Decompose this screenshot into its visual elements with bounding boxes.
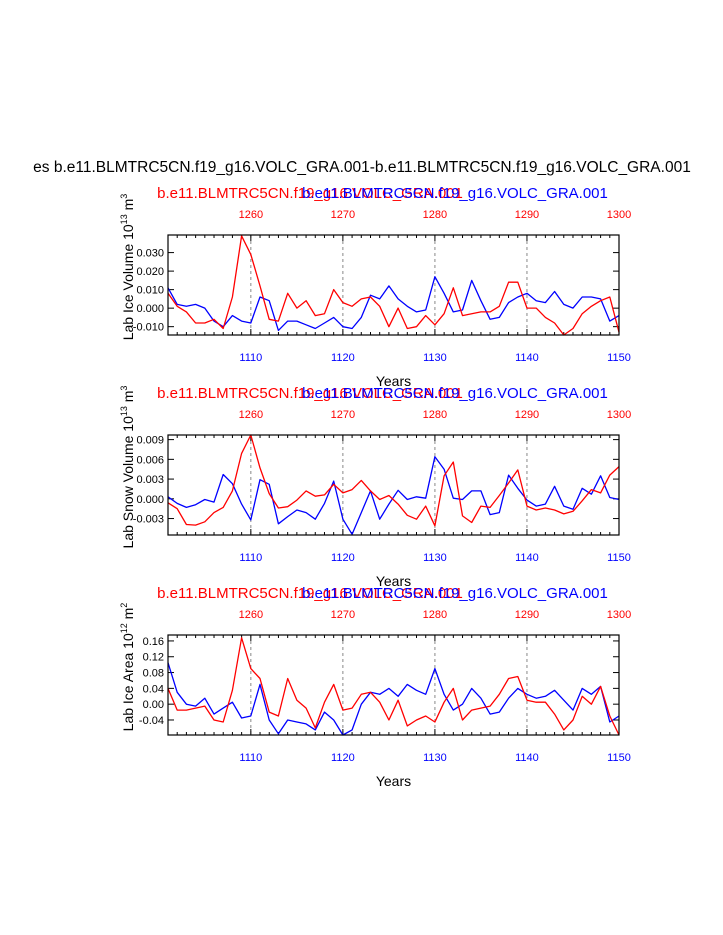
- x-tick-label-top: 1300: [607, 409, 631, 421]
- plot-frame: [167, 234, 620, 336]
- x-tick-label-bottom: 1150: [607, 352, 631, 364]
- x-tick-label-bottom: 1120: [331, 352, 355, 364]
- y-axis-label-exponent: 12: [119, 623, 129, 633]
- y-tick-label: 0.003: [136, 474, 164, 486]
- y-tick-label: 0.16: [143, 636, 164, 648]
- x-tick-label-bottom: 1130: [423, 352, 447, 364]
- y-tick-label: 0.000: [136, 303, 164, 315]
- plot-frame: [167, 634, 620, 736]
- y-axis-label: Lab Ice Area 1012 m2: [119, 603, 136, 732]
- x-tick-label-top: 1290: [515, 409, 539, 421]
- x-axis-label: Years: [376, 573, 411, 589]
- panel-1: -0.010 0.000 0.010 0.020 0.030 1110 1120 1130 11…: [119, 185, 631, 389]
- x-tick-label-bottom: 1120: [331, 552, 355, 564]
- y-tick-label: 0.04: [143, 683, 164, 695]
- y-tick-label: -0.010: [133, 322, 164, 334]
- y-tick-label: 0.000: [136, 494, 164, 506]
- y-axis-label-text: m: [120, 608, 136, 624]
- x-tick-label-top: 1300: [607, 209, 631, 221]
- y-axis-label-exponent: 3: [119, 194, 129, 199]
- y-tick-label: 0.08: [143, 668, 164, 680]
- x-tick-label-bottom: 1110: [239, 552, 262, 564]
- x-tick-label-bottom: 1150: [607, 552, 631, 564]
- panel-2: -0.003 0.000 0.003 0.006 0.009 1110 1120 1130 11…: [119, 385, 631, 589]
- x-tick-label-bottom: 1110: [239, 352, 262, 364]
- y-tick-label: 0.010: [136, 285, 164, 297]
- y-tick-label: 0.030: [136, 248, 164, 260]
- series-line-top-axis: [167, 235, 620, 336]
- x-axis-label: Years: [376, 773, 411, 789]
- panel-title-blue: b.e11.BLMTRC5CN.f19_g16.VOLC_GRA.001: [302, 585, 608, 602]
- x-tick-label-bottom: 1140: [515, 752, 539, 764]
- y-tick-label: -0.003: [133, 514, 164, 526]
- y-axis-label-text: Lab Ice Area 10: [120, 633, 136, 731]
- y-axis-label-text: Lab Snow Volume 10: [120, 416, 136, 549]
- x-tick-label-top: 1290: [515, 609, 539, 621]
- x-tick-label-bottom: 1110: [239, 752, 262, 764]
- panel-title-blue: b.e11.BLMTRC5CN.f19_g16.VOLC_GRA.001: [302, 185, 608, 202]
- x-tick-label-top: 1270: [331, 209, 355, 221]
- series-line-bottom-axis: [167, 662, 620, 736]
- series-line-bottom-axis: [167, 276, 620, 332]
- x-tick-label-top: 1260: [239, 209, 263, 221]
- x-tick-label-bottom: 1140: [515, 552, 539, 564]
- x-tick-label-top: 1280: [423, 609, 447, 621]
- y-tick-label: -0.04: [139, 715, 164, 727]
- y-tick-label: 0.00: [143, 699, 164, 711]
- y-axis-label: Lab Snow Volume 1013 m3: [119, 386, 136, 549]
- series-line-top-axis: [167, 637, 620, 736]
- panel-title-red: b.e11.BLMTRC5CN.f19_g16.VOLC_GRA.001: [157, 585, 463, 602]
- y-axis-label-exponent: 3: [119, 386, 129, 391]
- y-tick-label: 0.006: [136, 454, 164, 466]
- y-axis-label-exponent: 2: [119, 603, 129, 608]
- x-tick-label-top: 1260: [239, 409, 263, 421]
- x-tick-label-top: 1290: [515, 209, 539, 221]
- x-tick-label-bottom: 1120: [331, 752, 355, 764]
- x-axis-label: Years: [376, 373, 411, 389]
- x-tick-label-top: 1270: [331, 409, 355, 421]
- x-tick-label-bottom: 1150: [607, 752, 631, 764]
- y-axis-label: Lab Ice Volume 1013 m3: [119, 194, 136, 341]
- x-tick-label-bottom: 1130: [423, 552, 447, 564]
- y-axis-label-exponent: 13: [119, 214, 129, 224]
- x-tick-label-bottom: 1140: [515, 352, 539, 364]
- x-tick-label-top: 1270: [331, 609, 355, 621]
- y-axis-label-exponent: 13: [119, 406, 129, 416]
- panel-title-red: b.e11.BLMTRC5CN.f19_g16.VOLC_GRA.001: [157, 385, 463, 402]
- y-axis-label-text: m: [120, 199, 136, 215]
- y-tick-label: 0.009: [136, 435, 164, 447]
- y-tick-label: 0.020: [136, 266, 164, 278]
- x-tick-label-top: 1280: [423, 209, 447, 221]
- panel-title-red: b.e11.BLMTRC5CN.f19_g16.VOLC_GRA.001: [157, 185, 463, 202]
- series-line-bottom-axis: [167, 456, 620, 535]
- x-tick-label-top: 1260: [239, 609, 263, 621]
- y-axis-label-text: Lab Ice Volume 10: [120, 224, 136, 340]
- y-axis-label-text: m: [120, 391, 136, 407]
- panel-3: -0.04 0.00 0.04 0.08 0.12 0.16 1110 1120 1130 114…: [119, 585, 631, 789]
- plot-frame: [167, 434, 620, 536]
- series-line-top-axis: [167, 434, 620, 527]
- x-tick-label-bottom: 1130: [423, 752, 447, 764]
- figure-main-title: es b.e11.BLMTRC5CN.f19_g16.VOLC_GRA.001-…: [33, 159, 691, 176]
- panel-title-blue: b.e11.BLMTRC5CN.f19_g16.VOLC_GRA.001: [302, 385, 608, 402]
- y-tick-label: 0.12: [143, 652, 164, 664]
- x-tick-label-top: 1300: [607, 609, 631, 621]
- x-tick-label-top: 1280: [423, 409, 447, 421]
